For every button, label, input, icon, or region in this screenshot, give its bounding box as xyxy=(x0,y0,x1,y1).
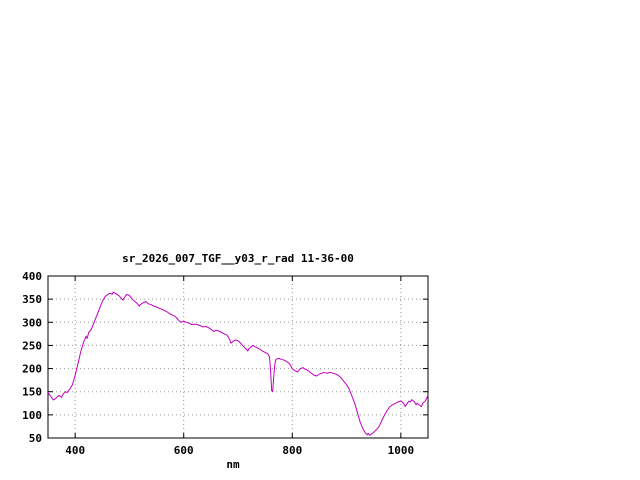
x-tick-label: 800 xyxy=(282,444,302,457)
y-tick-label: 350 xyxy=(22,293,42,306)
y-tick-label: 400 xyxy=(22,270,42,283)
x-axis-label: nm xyxy=(226,458,240,471)
plot-area: 400 600 800 1000 50 100 150 200 250 300 350 400 xyxy=(22,270,429,457)
x-tick-label: 600 xyxy=(174,444,194,457)
plot-border xyxy=(47,275,429,439)
y-tick-label: 250 xyxy=(22,339,42,352)
y-tick-label: 50 xyxy=(29,432,42,445)
y-tick-label: 100 xyxy=(22,409,42,422)
spectrum-line xyxy=(47,291,429,436)
y-tick-label: 200 xyxy=(22,363,42,376)
chart-title: sr_2026_007_TGF__y03_r_rad 11-36-00 xyxy=(122,252,354,265)
x-tick-label: 400 xyxy=(65,444,85,457)
y-tick-label: 150 xyxy=(22,386,42,399)
y-tick-label: 300 xyxy=(22,316,42,329)
x-tick-label: 1000 xyxy=(388,444,415,457)
